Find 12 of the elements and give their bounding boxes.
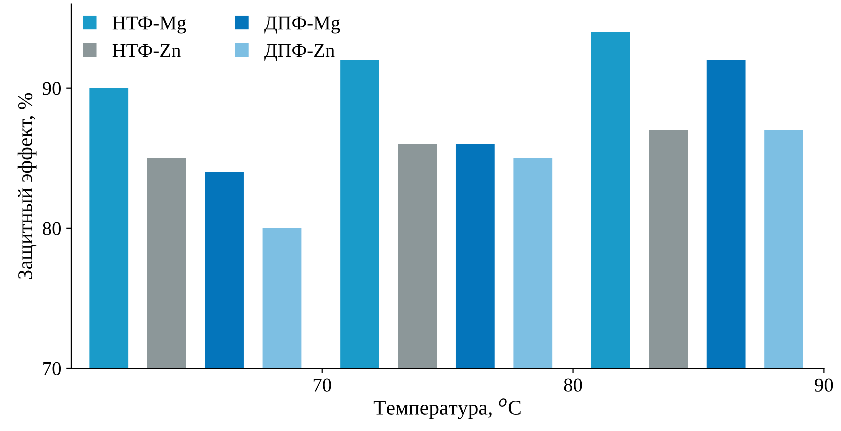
legend-label: НТФ-Mg bbox=[112, 16, 186, 34]
y-tick-label: 90 bbox=[42, 82, 62, 96]
y-axis-title: Защитный эффект, % bbox=[18, 93, 37, 280]
x-axis-title: Температура, $^{o}$C bbox=[374, 398, 521, 420]
legend-label: ДПФ-Mg bbox=[264, 16, 340, 34]
x-tick-label: 80 bbox=[564, 378, 582, 392]
legend-label: ДПФ-Zn bbox=[264, 44, 335, 62]
x-tick-label: 90 bbox=[815, 378, 834, 392]
y-tick-label: 70 bbox=[44, 362, 62, 376]
legend-label: НТФ-Zn bbox=[112, 44, 181, 58]
y-tick-label: 80 bbox=[43, 222, 62, 236]
x-tick-label: 70 bbox=[314, 378, 332, 392]
